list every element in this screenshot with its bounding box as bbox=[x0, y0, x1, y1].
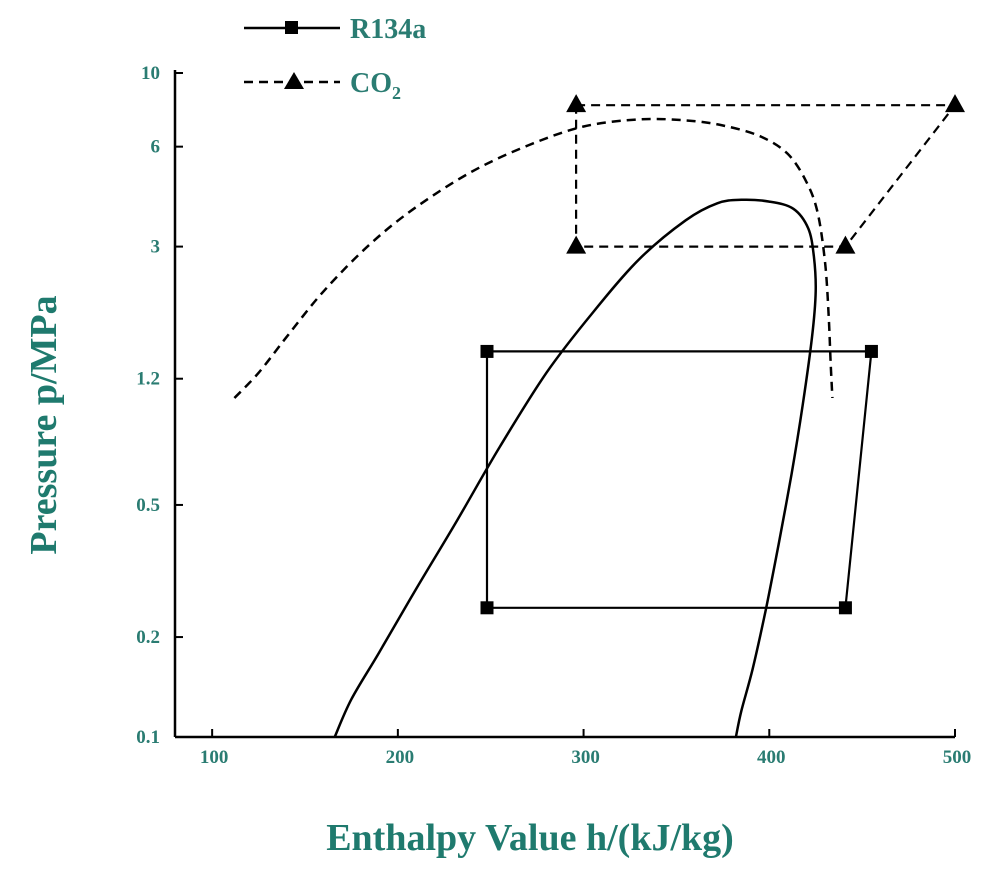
data-point-co2 bbox=[566, 235, 587, 254]
y-tick-label: 6 bbox=[151, 137, 161, 158]
legend-co2-marker bbox=[284, 72, 304, 89]
legend-co2-subscript: 2 bbox=[392, 83, 401, 103]
data-point-co2 bbox=[566, 94, 587, 113]
legend: R134a CO2 bbox=[244, 14, 426, 103]
data-point-r134a bbox=[480, 601, 494, 615]
y-tick-label: 0.1 bbox=[136, 727, 160, 748]
data-point-r134a bbox=[480, 344, 494, 358]
data-point-co2 bbox=[945, 94, 965, 113]
saturation-dome-co2 bbox=[233, 117, 834, 399]
x-tick-label: 400 bbox=[757, 747, 786, 768]
x-tick-label: 500 bbox=[943, 747, 972, 768]
data-point-r134a bbox=[838, 601, 852, 615]
y-tick-label: 0.2 bbox=[136, 627, 160, 648]
cycle-line-r134a bbox=[485, 350, 873, 609]
saturation-dome-group bbox=[233, 117, 834, 738]
y-tick-label: 0.5 bbox=[136, 495, 160, 516]
x-tick-label: 100 bbox=[200, 747, 229, 768]
x-tick-label: 200 bbox=[386, 747, 415, 768]
legend-r134a-label: R134a bbox=[350, 14, 426, 45]
legend-co2-text: CO bbox=[350, 68, 392, 99]
data-point-r134a bbox=[864, 344, 878, 358]
cycle-line-co2 bbox=[574, 104, 958, 248]
x-axis-title: Enthalpy Value h/(kJ/kg) bbox=[326, 817, 734, 859]
y-tick-label: 1.2 bbox=[136, 369, 160, 390]
legend-r134a-marker bbox=[285, 21, 298, 34]
y-axis-title: Pressure p/MPa bbox=[23, 295, 65, 554]
y-tick-label: 10 bbox=[141, 63, 160, 84]
data-point-co2 bbox=[835, 235, 856, 254]
cycle-series-group bbox=[480, 94, 965, 615]
saturation-dome-r134a bbox=[333, 198, 818, 738]
y-tick-group: 0.1 0.2 0.5 1.2 3 6 10 bbox=[136, 63, 183, 748]
y-tick-label: 3 bbox=[151, 237, 161, 258]
x-tick-label: 300 bbox=[571, 747, 600, 768]
x-tick-group: 100 200 300 400 500 bbox=[200, 729, 971, 768]
legend-co2-label: CO2 bbox=[350, 68, 401, 103]
